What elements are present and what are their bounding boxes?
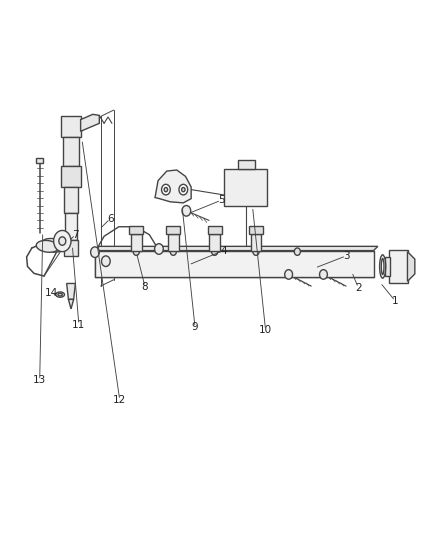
Bar (238, 160, 255, 169)
Bar (64, 187, 78, 214)
Circle shape (164, 188, 168, 192)
Bar (166, 226, 180, 233)
Ellipse shape (42, 238, 64, 252)
Circle shape (102, 256, 110, 266)
Text: 13: 13 (33, 375, 46, 385)
Text: 2: 2 (355, 282, 362, 293)
Ellipse shape (381, 259, 384, 274)
Polygon shape (155, 170, 191, 203)
Text: 6: 6 (107, 214, 113, 224)
Bar (36, 158, 43, 163)
Text: 11: 11 (72, 320, 85, 330)
Text: 8: 8 (142, 281, 148, 292)
Ellipse shape (56, 292, 64, 297)
Text: 12: 12 (113, 395, 127, 405)
Circle shape (212, 248, 218, 255)
Bar (208, 226, 222, 233)
Circle shape (133, 248, 139, 255)
Bar (64, 240, 78, 256)
Circle shape (253, 248, 259, 255)
Circle shape (170, 248, 177, 255)
Circle shape (91, 247, 99, 257)
Circle shape (179, 184, 187, 195)
Ellipse shape (58, 293, 62, 296)
Text: 1: 1 (392, 296, 399, 306)
Bar (131, 233, 141, 251)
Text: 10: 10 (259, 325, 272, 335)
Bar (389, 249, 408, 284)
Circle shape (182, 188, 185, 192)
Circle shape (59, 237, 66, 245)
Polygon shape (67, 284, 75, 300)
Circle shape (294, 248, 300, 255)
Circle shape (182, 206, 191, 216)
Bar (63, 136, 79, 166)
Circle shape (155, 244, 163, 254)
Bar (61, 166, 81, 187)
Circle shape (53, 230, 71, 252)
Text: 4: 4 (220, 246, 226, 256)
Bar (61, 116, 81, 136)
Polygon shape (407, 252, 415, 281)
Ellipse shape (380, 255, 386, 278)
Bar (65, 214, 77, 240)
Bar (168, 233, 179, 251)
Circle shape (320, 270, 327, 279)
Bar (385, 257, 390, 276)
Circle shape (162, 184, 170, 195)
Text: 7: 7 (72, 230, 79, 240)
Bar (95, 251, 374, 277)
Polygon shape (81, 114, 99, 131)
Polygon shape (95, 246, 378, 251)
Text: 14: 14 (45, 288, 58, 298)
Bar (209, 233, 220, 251)
Text: 3: 3 (343, 251, 350, 261)
Bar (249, 226, 263, 233)
Bar (224, 169, 267, 206)
Ellipse shape (36, 240, 59, 252)
Bar (129, 226, 143, 233)
Polygon shape (68, 300, 74, 309)
Text: 5: 5 (218, 195, 225, 205)
Bar (251, 233, 261, 251)
Circle shape (285, 270, 293, 279)
Text: 9: 9 (192, 322, 198, 333)
